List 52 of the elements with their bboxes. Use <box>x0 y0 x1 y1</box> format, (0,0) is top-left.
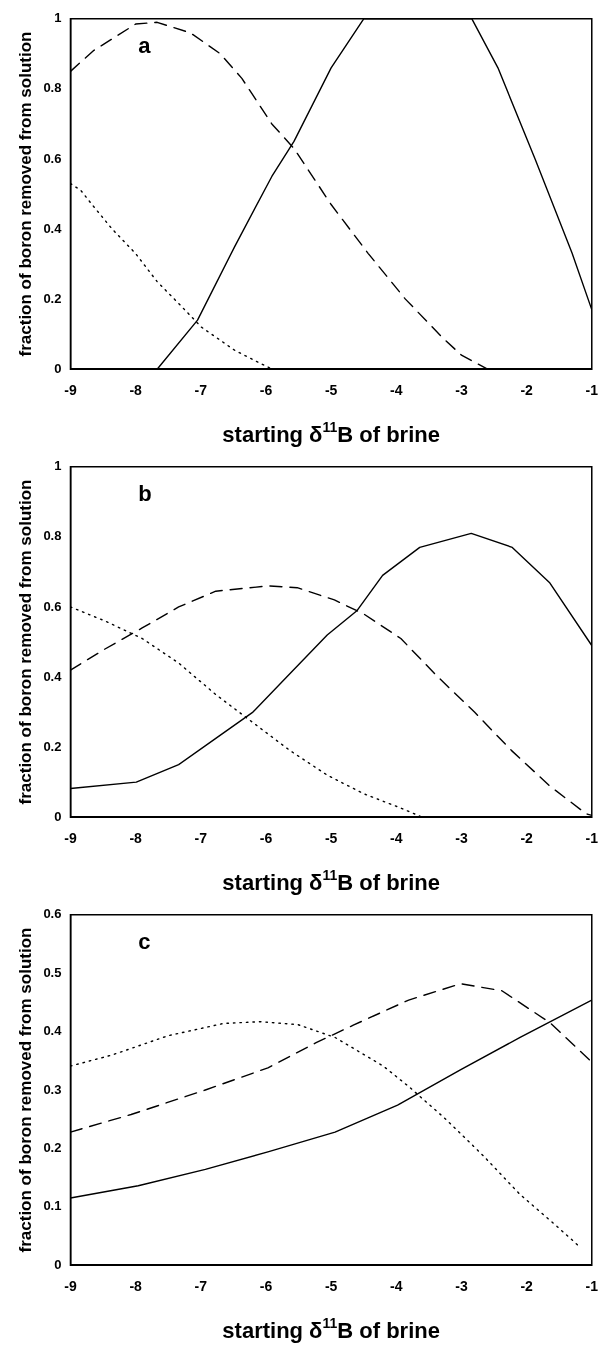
x-tick-label: -5 <box>324 1278 338 1295</box>
x-tick-label: -9 <box>64 382 77 399</box>
y-tick-label: 1 <box>54 458 62 474</box>
x-tick-label: -1 <box>585 382 599 399</box>
x-tick-label: -7 <box>194 1278 208 1295</box>
y-tick-label: 0.2 <box>43 290 62 306</box>
x-tick-label: -6 <box>259 1278 273 1295</box>
y-tick-label: 0.1 <box>43 1198 62 1214</box>
x-tick-label: -8 <box>129 382 143 399</box>
x-tick-label: -6 <box>259 382 273 399</box>
x-tick-label: -4 <box>390 382 403 399</box>
y-tick-label: 0.8 <box>43 528 62 544</box>
y-axis-title: fraction of boron removed from solution <box>15 479 35 805</box>
y-tick-label: 0.8 <box>43 80 62 96</box>
x-tick-label: -9 <box>64 830 77 847</box>
x-tick-label: -4 <box>390 1278 403 1295</box>
y-axis-title: fraction of boron removed from solution <box>15 927 35 1253</box>
x-tick-label: -3 <box>455 382 468 399</box>
y-tick-label: 0 <box>54 1256 62 1272</box>
annotation: b <box>138 480 152 506</box>
y-tick-label: 0.2 <box>43 738 62 754</box>
y-axis-title: fraction of boron removed from solution <box>15 31 35 357</box>
y-tick-label: 0.6 <box>43 906 62 922</box>
x-tick-label: -8 <box>129 830 143 847</box>
x-tick-label: -5 <box>324 382 338 399</box>
x-tick-label: -1 <box>585 830 599 847</box>
x-tick-label: -2 <box>520 1278 534 1295</box>
x-tick-label: -8 <box>129 1278 143 1295</box>
x-tick-label: -5 <box>324 830 338 847</box>
y-tick-label: 0.3 <box>43 1081 62 1097</box>
y-tick-label: 0.6 <box>43 150 62 166</box>
y-tick-label: 0.4 <box>43 1023 63 1039</box>
y-tick-label: 0.4 <box>43 220 63 236</box>
x-tick-label: -9 <box>64 1278 77 1295</box>
x-tick-label: -1 <box>585 1278 599 1295</box>
y-tick-label: 0.2 <box>43 1139 62 1155</box>
y-tick-label: 1 <box>54 10 62 26</box>
x-tick-label: -7 <box>194 830 208 847</box>
x-tick-label: -4 <box>390 830 403 847</box>
x-tick-label: -2 <box>520 382 534 399</box>
y-tick-label: 0 <box>54 808 62 824</box>
x-tick-label: -6 <box>259 830 273 847</box>
y-tick-label: 0.5 <box>43 964 62 980</box>
x-tick-label: -3 <box>455 830 468 847</box>
x-tick-label: -3 <box>455 1278 468 1295</box>
y-tick-label: 0 <box>54 360 62 376</box>
x-tick-label: -7 <box>194 382 208 399</box>
annotation: a <box>138 32 152 58</box>
annotation: c <box>138 928 151 954</box>
y-tick-label: 0.6 <box>43 598 62 614</box>
y-tick-label: 0.4 <box>43 668 63 684</box>
x-tick-label: -2 <box>520 830 534 847</box>
